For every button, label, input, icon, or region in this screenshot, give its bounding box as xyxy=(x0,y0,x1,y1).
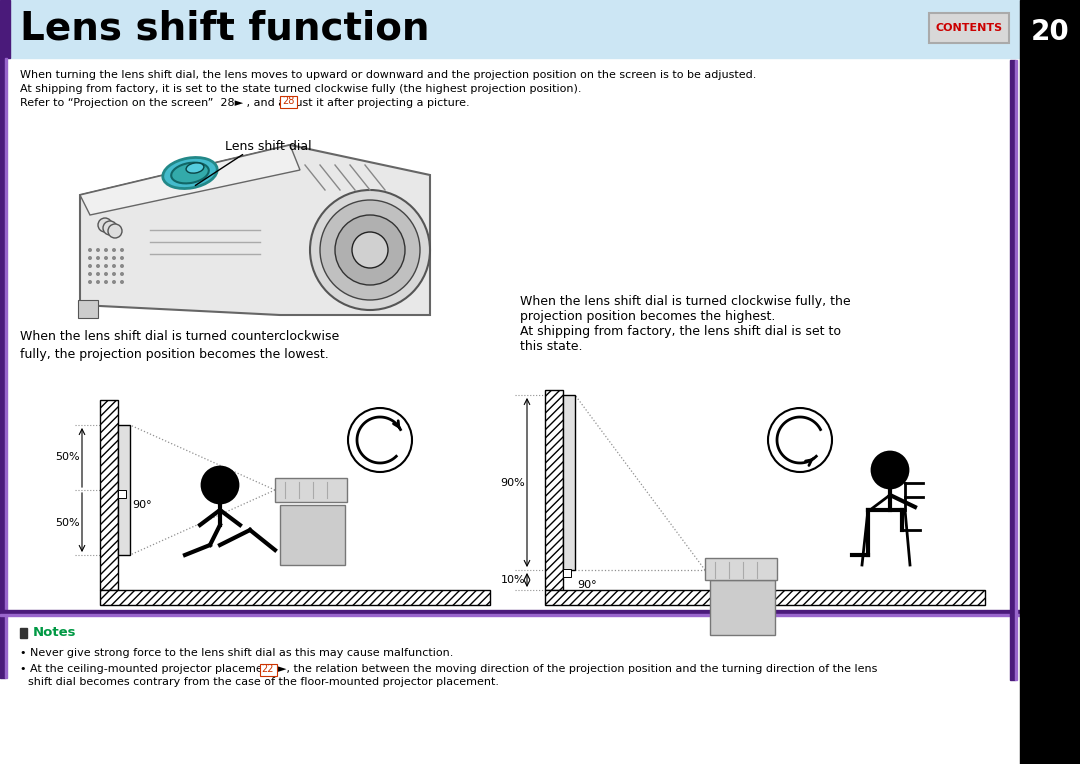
Circle shape xyxy=(112,272,116,276)
Circle shape xyxy=(87,256,92,260)
Circle shape xyxy=(348,408,411,472)
Bar xyxy=(545,590,985,605)
Text: Refer to “Projection on the screen”  28► , and adjust it after projecting a pict: Refer to “Projection on the screen” 28► … xyxy=(21,98,470,108)
Text: When the lens shift dial is turned counterclockwise
fully, the projection positi: When the lens shift dial is turned count… xyxy=(21,330,339,361)
Text: 20: 20 xyxy=(1030,18,1069,46)
Bar xyxy=(1010,60,1015,680)
Text: CONTENTS: CONTENTS xyxy=(935,23,1002,33)
Circle shape xyxy=(112,264,116,268)
Text: Lens shift dial: Lens shift dial xyxy=(225,140,312,153)
Circle shape xyxy=(120,264,124,268)
Text: Lens shift function: Lens shift function xyxy=(21,10,430,48)
Polygon shape xyxy=(80,145,430,315)
FancyBboxPatch shape xyxy=(929,13,1009,43)
FancyBboxPatch shape xyxy=(259,663,276,675)
Bar xyxy=(21,628,27,638)
Text: 22: 22 xyxy=(261,665,274,675)
Text: At shipping from factory, the lens shift dial is set to: At shipping from factory, the lens shift… xyxy=(519,325,841,338)
Bar xyxy=(0,58,5,678)
Circle shape xyxy=(120,280,124,284)
Circle shape xyxy=(104,280,108,284)
Circle shape xyxy=(104,248,108,252)
Ellipse shape xyxy=(163,157,217,189)
Circle shape xyxy=(96,272,100,276)
Bar xyxy=(100,590,490,605)
Circle shape xyxy=(87,264,92,268)
Text: • Never give strong force to the lens shift dial as this may cause malfunction.: • Never give strong force to the lens sh… xyxy=(21,648,454,658)
Circle shape xyxy=(320,200,420,300)
Circle shape xyxy=(352,232,388,268)
Text: Notes: Notes xyxy=(33,626,77,639)
Circle shape xyxy=(202,467,238,503)
Text: Installation and
connections: Installation and connections xyxy=(1038,246,1062,344)
Bar xyxy=(275,478,347,502)
Circle shape xyxy=(96,256,100,260)
Circle shape xyxy=(310,190,430,310)
Bar xyxy=(118,490,126,498)
Circle shape xyxy=(768,408,832,472)
Text: When turning the lens shift dial, the lens moves to upward or downward and the p: When turning the lens shift dial, the le… xyxy=(21,70,756,80)
Bar xyxy=(100,400,118,590)
Circle shape xyxy=(112,280,116,284)
Bar xyxy=(1020,200,1080,390)
Text: projection position becomes the highest.: projection position becomes the highest. xyxy=(519,310,775,323)
Circle shape xyxy=(112,248,116,252)
Circle shape xyxy=(87,280,92,284)
Text: 28: 28 xyxy=(282,96,294,106)
Ellipse shape xyxy=(172,163,208,183)
Bar xyxy=(5,58,6,678)
Circle shape xyxy=(120,248,124,252)
Circle shape xyxy=(112,256,116,260)
Text: ►, the relation between the moving direction of the projection position and the : ►, the relation between the moving direc… xyxy=(278,664,877,674)
Text: 50%: 50% xyxy=(55,517,80,527)
Bar xyxy=(0,614,1020,616)
Circle shape xyxy=(87,248,92,252)
Circle shape xyxy=(96,280,100,284)
Bar xyxy=(1020,0,1080,764)
Bar xyxy=(280,505,345,565)
Text: 90°: 90° xyxy=(132,500,151,510)
Bar xyxy=(563,395,575,570)
Circle shape xyxy=(96,264,100,268)
Bar xyxy=(1015,60,1017,680)
Bar xyxy=(118,425,130,555)
Circle shape xyxy=(104,264,108,268)
Bar xyxy=(563,569,571,577)
Text: When the lens shift dial is turned clockwise fully, the: When the lens shift dial is turned clock… xyxy=(519,295,851,308)
Circle shape xyxy=(108,224,122,238)
Bar xyxy=(78,300,98,318)
Text: At shipping from factory, it is set to the state turned clockwise fully (the hig: At shipping from factory, it is set to t… xyxy=(21,84,581,94)
Bar xyxy=(0,0,1020,58)
Circle shape xyxy=(872,452,908,488)
Circle shape xyxy=(104,256,108,260)
Bar xyxy=(545,390,563,590)
Circle shape xyxy=(104,272,108,276)
FancyBboxPatch shape xyxy=(280,96,297,108)
Text: shift dial becomes contrary from the case of the floor-mounted projector placeme: shift dial becomes contrary from the cas… xyxy=(28,677,499,687)
Bar xyxy=(0,610,1020,614)
Circle shape xyxy=(87,272,92,276)
Circle shape xyxy=(335,215,405,285)
Text: 10%: 10% xyxy=(500,575,525,585)
Text: 90%: 90% xyxy=(500,478,525,487)
Circle shape xyxy=(120,256,124,260)
Bar xyxy=(710,580,775,635)
Circle shape xyxy=(98,218,112,232)
Circle shape xyxy=(103,221,117,235)
Bar xyxy=(0,0,10,58)
Bar xyxy=(705,558,777,580)
Text: 90°: 90° xyxy=(577,580,596,590)
Circle shape xyxy=(96,248,100,252)
Polygon shape xyxy=(80,145,300,215)
Text: • At the ceiling-mounted projector placement: • At the ceiling-mounted projector place… xyxy=(21,664,278,674)
Text: 50%: 50% xyxy=(55,452,80,462)
Circle shape xyxy=(120,272,124,276)
Text: this state.: this state. xyxy=(519,340,582,353)
Ellipse shape xyxy=(186,163,204,173)
